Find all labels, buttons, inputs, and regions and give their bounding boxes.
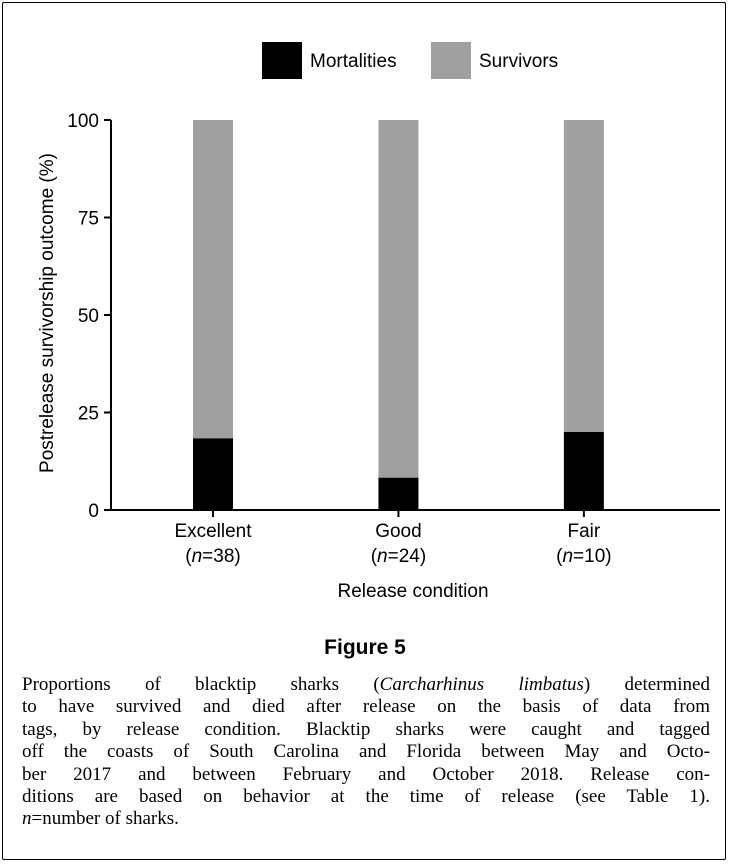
bar-mortalities-good — [378, 477, 419, 510]
figure-caption: Proportions of blacktip sharks (Carcharh… — [22, 674, 710, 831]
figure-label: Figure 5 — [324, 636, 406, 659]
bar-survivors-good — [378, 120, 419, 478]
bar-mortalities-fair — [563, 432, 604, 510]
x-tick-sample-size: (n=24) — [371, 546, 426, 567]
x-axis-label: Release condition — [337, 581, 488, 602]
bar-survivors-fair — [563, 120, 604, 432]
legend-label-survivors: Survivors — [479, 51, 558, 72]
y-tick-label: 25 — [78, 404, 99, 425]
y-axis: 0 25 50 75 100 — [67, 111, 112, 522]
stacked-bar-chart: Mortalities Survivors 0 25 50 75 100 Excellen… — [37, 42, 720, 602]
x-axis: Excellent(n=38)Good(n=24)Fair(n=10)Poor(… — [111, 509, 720, 567]
y-tick-label: 0 — [88, 501, 99, 522]
y-tick-label: 75 — [78, 209, 99, 230]
x-tick-sample-size: (n=10) — [556, 546, 611, 567]
bar-mortalities-excellent — [193, 438, 233, 510]
x-tick-label: Good — [375, 521, 421, 542]
legend-label-mortalities: Mortalities — [310, 51, 397, 72]
x-tick-label: Excellent — [174, 521, 252, 542]
caption-line: ber 2017 and between February and Octobe… — [22, 763, 710, 785]
bar-group — [193, 120, 604, 510]
legend-swatch-survivors — [431, 42, 471, 79]
chart-legend: Mortalities Survivors — [262, 42, 558, 79]
y-tick-label: 100 — [67, 111, 99, 132]
caption-line: ditions are based on behavior at the tim… — [22, 786, 710, 808]
bar-survivors-excellent — [193, 120, 233, 439]
x-tick-sample-size: (n=38) — [185, 546, 240, 567]
caption-line: Proportions of blacktip sharks (Carcharh… — [22, 674, 710, 695]
caption-line: tags, by release condition. Blacktip sha… — [22, 718, 710, 740]
caption-line: off the coasts of South Carolina and Flo… — [22, 741, 710, 763]
legend-swatch-mortalities — [262, 42, 302, 79]
y-tick-label: 50 — [78, 306, 99, 327]
caption-line: n=number of sharks. — [22, 808, 179, 830]
y-axis-label: Postrelease survivorship outcome (%) — [37, 153, 58, 473]
caption-line: to have survived and died after release … — [22, 696, 710, 718]
x-tick-label: Fair — [568, 521, 601, 542]
